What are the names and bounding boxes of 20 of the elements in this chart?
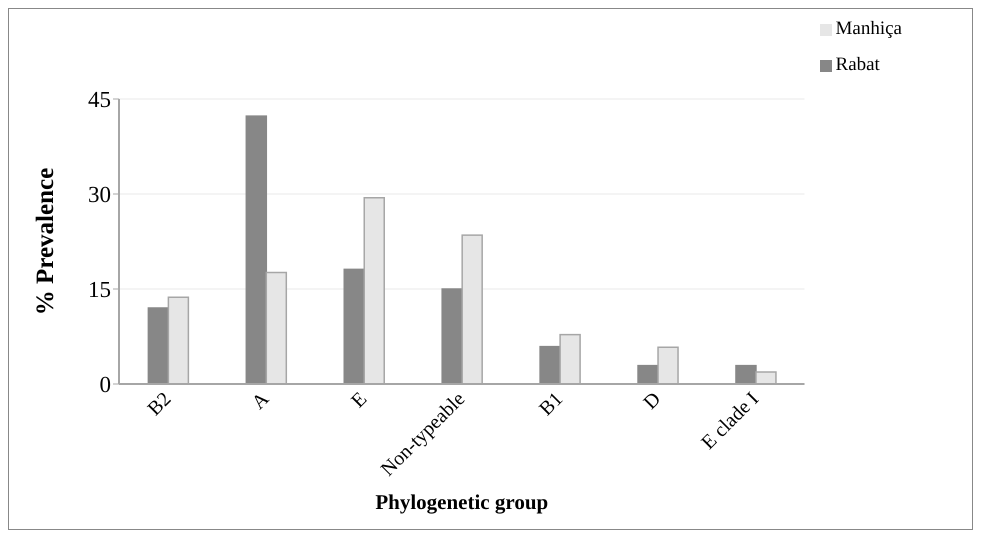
bar [343, 268, 365, 384]
bar [735, 364, 757, 384]
y-tick-label: 0 [100, 372, 111, 398]
bar [539, 346, 561, 384]
x-tick-label: B1 [535, 388, 568, 420]
x-tick-label: E clade I [697, 388, 764, 454]
y-tick-label: 45 [88, 87, 111, 112]
y-axis-title: % Prevalence [32, 168, 59, 316]
x-tick-label: A [248, 388, 274, 414]
bar [246, 115, 268, 384]
bar [441, 288, 463, 384]
x-axis-title: Phylogenetic group [375, 490, 548, 514]
x-tick-label: D [639, 388, 666, 414]
legend-label: Rabat [836, 54, 880, 75]
y-tick-label: 30 [88, 182, 111, 208]
legend-label: Manhiça [836, 18, 902, 39]
bar [148, 307, 170, 384]
x-tick-label: E [347, 388, 372, 412]
x-tick-label: B2 [143, 388, 176, 420]
y-tick-label: 15 [88, 277, 111, 302]
